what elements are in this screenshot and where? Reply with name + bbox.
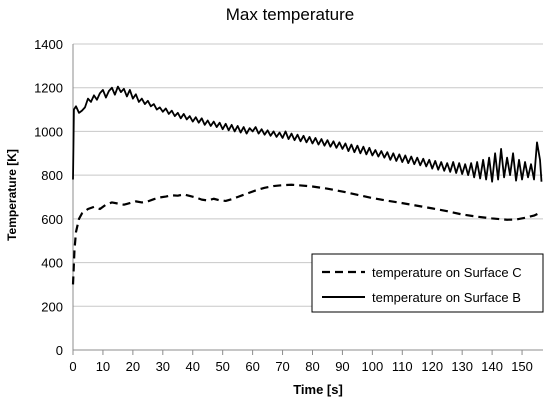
- legend-box: [311, 253, 544, 313]
- x-tick-label-80: 80: [305, 359, 319, 374]
- x-tick-label-10: 10: [96, 359, 110, 374]
- x-tick-label-50: 50: [215, 359, 229, 374]
- y-tick-label-800: 800: [41, 168, 63, 183]
- x-tick-label-110: 110: [392, 359, 413, 374]
- y-tick-label-600: 600: [41, 212, 63, 227]
- y-tick-label-400: 400: [41, 256, 63, 271]
- x-axis-title: Time [s]: [293, 382, 343, 397]
- legend: temperature on Surface C temperature on …: [311, 253, 544, 313]
- x-tick-label-100: 100: [362, 359, 384, 374]
- y-tick-label-0: 0: [56, 343, 63, 358]
- x-tick-label-20: 20: [126, 359, 140, 374]
- x-tick-label-60: 60: [245, 359, 259, 374]
- y-tick-label-1000: 1000: [34, 124, 63, 139]
- series-line-surface-b: [72, 85, 543, 183]
- legend-label-surface-c: temperature on Surface C: [372, 265, 522, 280]
- y-tick-label-1200: 1200: [34, 81, 63, 96]
- axes: [72, 44, 543, 355]
- y-tick-label-200: 200: [41, 299, 63, 314]
- x-tick-label-140: 140: [481, 359, 503, 374]
- y-axis-title: Temperature [K]: [5, 149, 19, 241]
- x-tick-label-90: 90: [335, 359, 349, 374]
- y-tick-labels: 0 200 400 600 800 1000 1200 1400: [34, 37, 63, 358]
- grid-lines: [73, 43, 543, 307]
- x-tick-label-0: 0: [69, 359, 76, 374]
- series-layer: [71, 85, 543, 285]
- x-tick-label-30: 30: [156, 359, 170, 374]
- x-tick-label-40: 40: [186, 359, 200, 374]
- legend-label-surface-b: temperature on Surface B: [372, 290, 521, 305]
- x-tick-labels: 0 10 20 30 40 50 60 70 80 90 100 110 120 130 140 150: [69, 359, 533, 374]
- y-tick-label-1400: 1400: [34, 37, 63, 52]
- chart-title: Max temperature: [226, 5, 355, 24]
- series-line-surface-c: [71, 183, 541, 285]
- x-tick-label-70: 70: [275, 359, 289, 374]
- x-tick-label-120: 120: [421, 359, 443, 374]
- x-tick-label-150: 150: [511, 359, 533, 374]
- x-tick-label-130: 130: [451, 359, 473, 374]
